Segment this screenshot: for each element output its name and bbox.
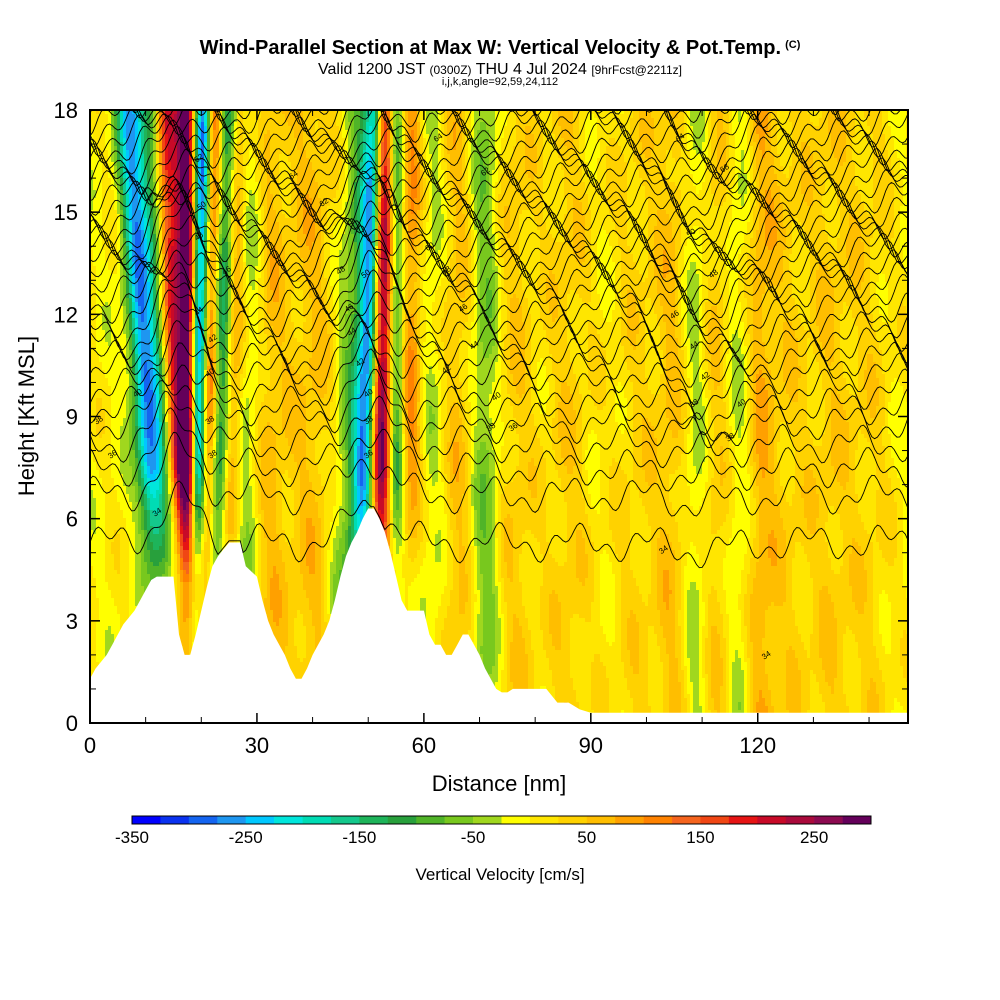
section-chart: 36384034525048444240383846646248 50464442…	[0, 0, 1000, 1000]
